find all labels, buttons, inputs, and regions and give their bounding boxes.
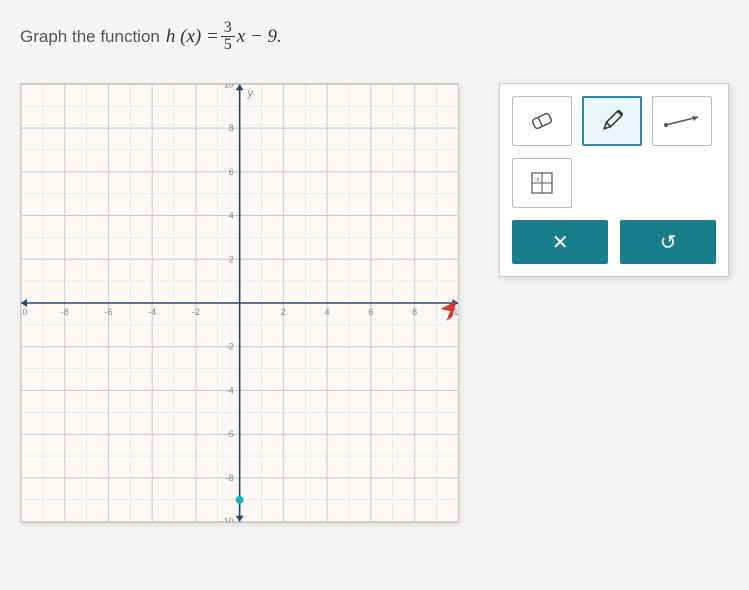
svg-text:-6: -6 [104,307,112,317]
fraction-numerator: 3 [221,20,235,37]
svg-text:-4: -4 [226,385,234,395]
svg-text:-8: -8 [61,307,69,317]
eraser-tool[interactable] [512,96,572,146]
svg-text:10: 10 [224,84,234,89]
svg-text:8: 8 [229,123,234,133]
prompt-prefix: Graph the function [20,27,160,47]
graph-canvas[interactable]: y-10-8-6-4-2246810-10-8-6-4-2246810 [20,83,459,523]
clear-button[interactable]: ✕ [512,220,608,264]
svg-text:-4: -4 [148,307,156,317]
svg-text:-10: -10 [221,517,234,522]
svg-text:4: 4 [325,307,330,317]
drawing-toolbar: :x ✕ ↺ [499,83,729,277]
function-expression: h (x) = 3 5 x − 9. [166,20,282,53]
undo-button[interactable]: ↺ [620,220,716,264]
line-tool[interactable] [652,96,712,146]
question-prompt: Graph the function h (x) = 3 5 x − 9. [20,20,729,53]
svg-text:6: 6 [229,167,234,177]
eraser-icon [527,110,557,132]
func-rhs: x − 9. [237,26,282,48]
func-lhs: h (x) = [166,26,219,48]
svg-text:-2: -2 [226,342,234,352]
svg-text:6: 6 [368,307,373,317]
svg-text:-6: -6 [226,429,234,439]
svg-text:2: 2 [281,307,286,317]
line-icon [662,111,702,131]
fraction: 3 5 [221,20,235,53]
svg-text:-2: -2 [192,307,200,317]
svg-text:4: 4 [229,211,234,221]
coordinate-plane[interactable]: y-10-8-6-4-2246810-10-8-6-4-2246810 [21,84,458,522]
svg-text:8: 8 [412,307,417,317]
fraction-denominator: 5 [221,37,235,53]
svg-text:-8: -8 [226,473,234,483]
pencil-tool[interactable] [582,96,642,146]
svg-text::x: :x [535,177,540,183]
svg-text:-10: -10 [21,307,27,317]
grid-icon: :x [529,170,555,196]
svg-text:2: 2 [229,254,234,264]
grid-tool[interactable]: :x [512,158,572,208]
pencil-icon [597,108,627,134]
